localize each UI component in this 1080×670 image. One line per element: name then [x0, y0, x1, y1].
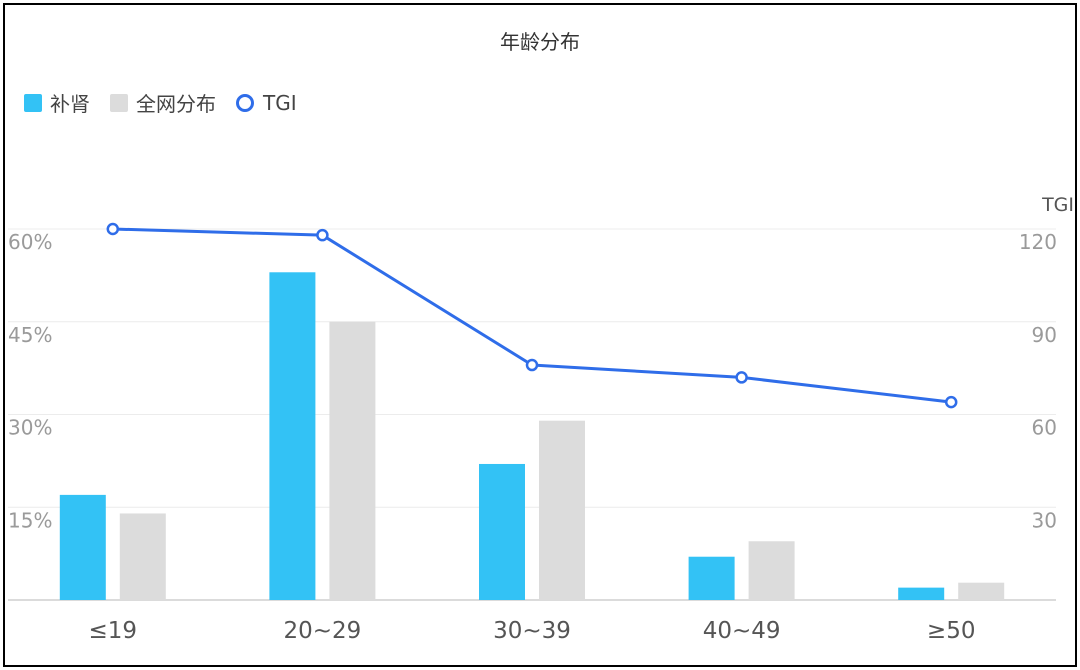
x-tick-label: 20~29: [283, 618, 361, 644]
y-right-axis-title: TGI: [1041, 194, 1074, 216]
bar-bushen-3: [688, 556, 735, 600]
bar-bushen-1: [269, 272, 316, 600]
y-right-tick-label: 30: [1032, 508, 1057, 532]
x-tick-label: 30~39: [493, 618, 571, 644]
bar-bushen-2: [479, 463, 525, 600]
bar-network-1: [329, 321, 376, 600]
legend-swatch-bushen: [24, 93, 42, 112]
tgi-line: [112, 227, 952, 404]
tgi-point-3: [735, 371, 748, 384]
tgi-point-0: [106, 222, 120, 236]
legend-label-network: 全网分布: [136, 92, 216, 116]
legend-item-tgi[interactable]: TGI: [236, 91, 297, 115]
x-tick-label: ≥50: [927, 618, 976, 644]
legend: 补肾 全网分布 TGI: [24, 88, 317, 117]
y-left-tick-label: 15%: [8, 508, 52, 532]
y-right-tick-label: 90: [1032, 323, 1057, 347]
bar-network-3: [748, 541, 795, 600]
bar-network-0: [119, 513, 166, 600]
y-left-tick-label: 60%: [8, 230, 52, 254]
bar-bushen-4: [898, 587, 945, 600]
legend-label-bushen: 补肾: [50, 92, 90, 116]
legend-label-tgi: TGI: [263, 90, 297, 115]
legend-swatch-network: [110, 93, 128, 112]
x-tick-label: ≤19: [89, 618, 138, 644]
y-left-tick-label: 30%: [8, 416, 52, 440]
legend-item-bushen[interactable]: 补肾: [24, 88, 90, 117]
legend-item-network[interactable]: 全网分布: [110, 88, 216, 117]
y-left-tick-label: 45%: [8, 323, 52, 347]
y-right-tick-label: 120: [1019, 230, 1057, 254]
bar-bushen-0: [59, 494, 106, 600]
tgi-point-4: [944, 395, 958, 409]
chart-title: 年龄分布: [500, 30, 580, 54]
bar-network-4: [958, 582, 1005, 600]
y-right-tick-label: 60: [1032, 416, 1057, 440]
x-tick-label: 40~49: [703, 618, 781, 644]
legend-swatch-tgi: [236, 93, 254, 112]
tgi-point-2: [525, 358, 539, 372]
bar-network-2: [539, 420, 585, 600]
tgi-point-1: [316, 228, 329, 242]
